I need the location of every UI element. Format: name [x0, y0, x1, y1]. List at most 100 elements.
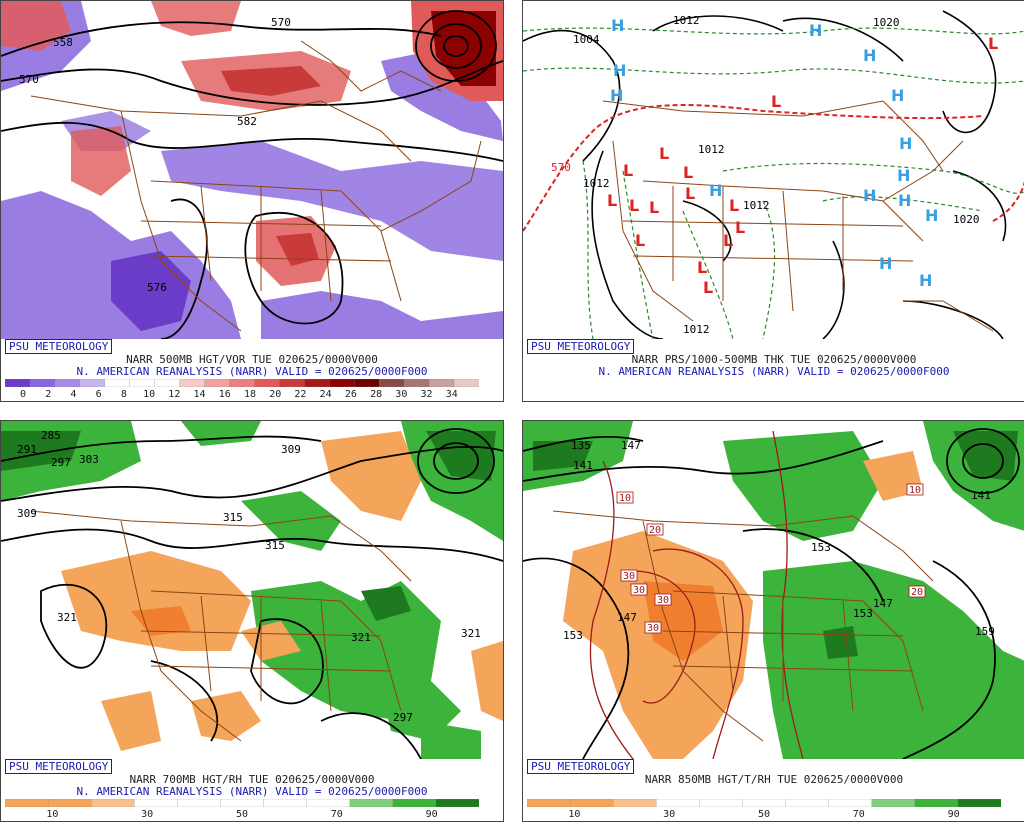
- colorbar-tick-label: 50: [757, 809, 771, 820]
- colorbar-swatch: [329, 379, 355, 387]
- contour-label: 558: [53, 36, 73, 49]
- colorbar: [527, 799, 1001, 807]
- contour-label: 147: [617, 611, 637, 624]
- colorbar-swatch: [435, 799, 479, 807]
- rh-dry-area: [191, 691, 261, 741]
- colorbar-swatch: [656, 799, 701, 807]
- contour-label: 303: [79, 453, 99, 466]
- isobar-label: 1012: [673, 14, 700, 27]
- colorbar-swatch: [349, 799, 394, 807]
- isobar-label: 1020: [953, 213, 980, 226]
- psu-meteorology-badge: PSU METEOROLOGY: [5, 759, 113, 774]
- contour-label: 291: [17, 443, 37, 456]
- colorbar-swatch: [263, 799, 308, 807]
- contour-label: 321: [351, 631, 371, 644]
- high-pressure-marker: H: [919, 271, 932, 290]
- colorbar-swatch: [613, 799, 657, 807]
- panel-title: NARR 700MB HGT/RH TUE 020625/0000V000: [129, 773, 375, 786]
- high-pressure-marker: H: [899, 134, 912, 153]
- rh-moist-area: [361, 586, 411, 621]
- rh-dry-area: [61, 551, 251, 651]
- colorbar-tick-label: 70: [852, 809, 865, 820]
- colorbar-swatch: [428, 379, 455, 387]
- high-pressure-marker: H: [611, 16, 624, 35]
- high-pressure-marker: H: [879, 254, 892, 273]
- panel-valid-line: N. AMERICAN REANALYSIS (NARR) VALID = 02…: [598, 365, 950, 378]
- vorticity-positive-area: [71, 126, 131, 196]
- low-pressure-marker: L: [623, 161, 633, 180]
- colorbar-tick-label: 18: [243, 389, 257, 400]
- svg-text:10: 10: [909, 485, 921, 496]
- high-pressure-marker: H: [898, 191, 911, 210]
- thickness-label: 570: [551, 161, 571, 174]
- colorbar-tick-label: 4: [70, 389, 77, 400]
- panel-valid-line: N. AMERICAN REANALYSIS (NARR) VALID = 02…: [76, 785, 428, 798]
- isobar-label: 1020: [873, 16, 900, 29]
- isotherm-label: 20: [646, 523, 664, 536]
- colorbar-tick-label: 70: [330, 809, 343, 820]
- contour-label: 582: [237, 115, 257, 128]
- low-pressure-marker: L: [771, 92, 781, 111]
- vorticity-negative-area: [381, 51, 503, 141]
- isotherm-label: 30: [654, 593, 672, 606]
- contour-label: 309: [281, 443, 301, 456]
- colorbar-tick-label: 10: [568, 809, 581, 820]
- high-pressure-marker: H: [925, 206, 938, 225]
- svg-text:10: 10: [619, 493, 631, 504]
- contour-label: 141: [573, 459, 593, 472]
- colorbar-tick-label: 50: [235, 809, 249, 820]
- colorbar-tick-label: 28: [370, 389, 383, 400]
- rh-moist-area: [823, 626, 858, 659]
- panel-850mb-temp-rh: 10 20 30 30 30 30 10 20 135 141 147 153 153 153…: [522, 420, 1024, 822]
- high-pressure-marker: H: [863, 46, 876, 65]
- rh-moist-area: [1, 431, 81, 471]
- colorbar-tick-label: 0: [19, 389, 27, 400]
- colorbar-tick-label: 20: [269, 389, 282, 400]
- colorbar-tick-label: 30: [395, 389, 408, 400]
- colorbar-swatch: [453, 379, 479, 387]
- rh-dry-area: [241, 621, 301, 661]
- contour-label: 147: [621, 439, 641, 452]
- svg-text:30: 30: [647, 623, 659, 634]
- colorbar-swatch: [871, 799, 916, 807]
- contour-label: 570: [19, 73, 39, 86]
- vorticity-positive-area: [151, 1, 241, 36]
- svg-text:30: 30: [633, 585, 645, 596]
- rh-moist-area: [426, 431, 496, 481]
- low-pressure-marker: L: [729, 196, 739, 215]
- colorbar-swatch: [699, 799, 744, 807]
- colorbar-tick-label: 30: [141, 809, 154, 820]
- contour-label: 147: [873, 597, 893, 610]
- contour-label: 297: [393, 711, 413, 724]
- low-pressure-marker: L: [659, 144, 669, 163]
- colorbar-ticks: 10 30 50 70 90: [523, 809, 1024, 821]
- colorbar-swatch: [354, 379, 380, 387]
- high-pressure-marker: H: [709, 181, 722, 200]
- low-pressure-marker: L: [735, 218, 745, 237]
- isotherm-label: 30: [620, 569, 638, 582]
- colorbar-swatch: [914, 799, 959, 807]
- contour-label: 315: [223, 511, 243, 524]
- map-700mb: 285 291 297 303 309 309 315 315 321 321 …: [1, 421, 503, 759]
- colorbar-swatch: [104, 379, 131, 387]
- colorbar-tick-label: 90: [425, 809, 438, 820]
- colorbar-swatch: [254, 379, 281, 387]
- panel-500mb-vorticity: 570 570 582 576 558 PSU METEOROLOGY NARR…: [0, 0, 504, 402]
- colorbar-swatch: [54, 379, 81, 387]
- contour-label: 153: [563, 629, 583, 642]
- colorbar-swatch: [129, 379, 156, 387]
- contour-label: 141: [971, 489, 991, 502]
- low-pressure-marker: L: [683, 163, 693, 182]
- contour-label: 321: [57, 611, 77, 624]
- psu-meteorology-badge: PSU METEOROLOGY: [527, 759, 635, 774]
- rh-moist-area: [723, 431, 883, 541]
- colorbar: [5, 379, 479, 387]
- contour-label: 153: [853, 607, 873, 620]
- colorbar-swatch: [154, 379, 181, 387]
- colorbar-tick-label: 8: [120, 389, 127, 400]
- high-pressure-marker: H: [863, 186, 876, 205]
- colorbar-tick-label: 22: [294, 389, 307, 400]
- colorbar-tick-label: 26: [344, 389, 357, 400]
- panel-title: NARR 850MB HGT/T/RH TUE 020625/0000V000: [644, 773, 904, 786]
